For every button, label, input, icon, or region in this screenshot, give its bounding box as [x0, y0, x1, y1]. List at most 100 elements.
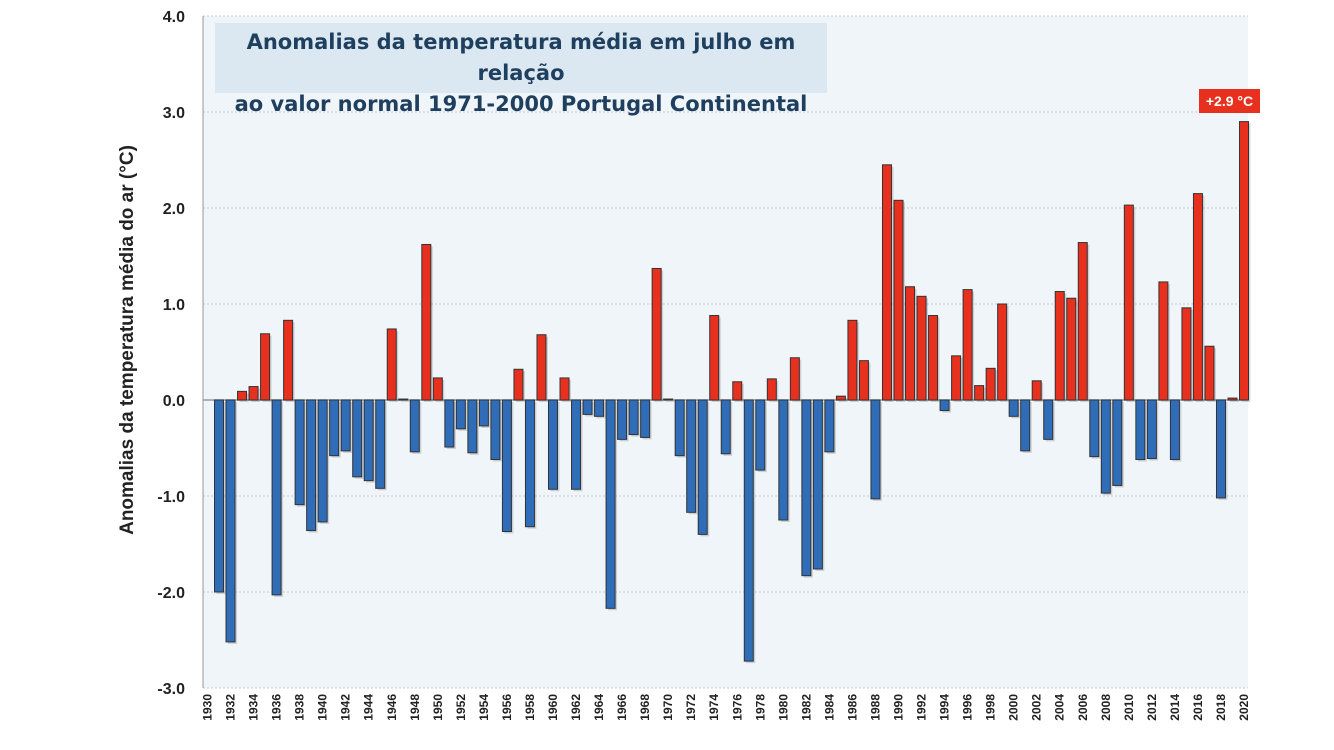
bar-1983: [812, 399, 823, 570]
bar-2002: [1031, 380, 1042, 401]
x-tick-label: 1954: [477, 694, 491, 721]
x-tick-label: 1974: [707, 694, 721, 721]
bar-1969: [651, 267, 662, 401]
x-tick-label: 2018: [1214, 694, 1228, 721]
bar-1974: [709, 315, 720, 401]
y-tick-label: -1.0: [157, 489, 185, 506]
x-tick-label: 2012: [1145, 694, 1159, 721]
x-tick-label: 1998: [984, 694, 998, 721]
bar-2004: [1054, 291, 1065, 401]
bar-1947: [398, 398, 409, 401]
bar-1995: [951, 355, 962, 401]
bar-1948: [409, 399, 420, 453]
bar-1981: [789, 357, 800, 401]
chart-title-line-2: ao valor normal 1971-2000 Portugal Conti…: [234, 92, 808, 116]
x-tick-label: 1950: [431, 694, 445, 721]
x-tick-label: 2006: [1076, 694, 1090, 721]
bar-1945: [375, 399, 386, 489]
bar-1938: [294, 399, 305, 506]
x-tick-label: 1938: [293, 694, 307, 721]
bar-1966: [617, 399, 628, 440]
bar-1941: [329, 399, 340, 457]
bar-1953: [467, 399, 478, 454]
bar-2009: [1112, 399, 1123, 486]
bar-1961: [559, 377, 570, 401]
x-tick-label: 1986: [845, 694, 859, 721]
bar-1990: [893, 199, 904, 401]
x-tick-label: 1944: [362, 694, 376, 721]
bar-1935: [260, 333, 271, 401]
x-tick-label: 1952: [454, 694, 468, 721]
bar-shadow: [400, 401, 410, 403]
x-tick-label: 1936: [270, 694, 284, 721]
y-axis-label: Anomalias da temperatura média do ar (°C…: [117, 145, 138, 535]
bar-1976: [732, 381, 743, 401]
bar-1933: [237, 390, 248, 401]
bar-1962: [571, 399, 582, 490]
bar-2016: [1192, 193, 1203, 401]
bar-1943: [352, 399, 363, 478]
bar-1982: [801, 399, 812, 577]
x-tick-label: 1930: [200, 694, 214, 721]
bar-2017: [1204, 345, 1215, 401]
x-tick-label: 2002: [1030, 694, 1044, 721]
bar-1968: [640, 399, 651, 438]
bar-1973: [697, 399, 708, 535]
x-tick-label: 1976: [730, 694, 744, 721]
bar-2018: [1215, 399, 1226, 499]
x-tick-label: 1948: [408, 694, 422, 721]
y-tick-label: 1.0: [163, 297, 185, 314]
bar-1975: [720, 399, 731, 455]
bar-shadow: [1229, 400, 1239, 402]
x-tick-label: 2020: [1237, 694, 1251, 721]
bar-1940: [317, 399, 328, 523]
bar-1967: [628, 399, 639, 436]
bar-2005: [1066, 297, 1077, 401]
x-tick-label: 1978: [753, 694, 767, 721]
bar-1951: [444, 399, 455, 448]
bar-1939: [306, 399, 317, 532]
bar-1937: [283, 319, 294, 401]
bar-1994: [939, 399, 950, 412]
x-tick-label: 1970: [661, 694, 675, 721]
x-tick-label: 1994: [938, 694, 952, 721]
bar-2008: [1100, 399, 1111, 494]
x-tick-label: 1946: [385, 694, 399, 721]
x-tick-label: 1992: [915, 694, 929, 721]
bar-2010: [1123, 204, 1134, 401]
y-tick-label: 2.0: [163, 201, 185, 218]
x-tick-label: 1964: [592, 694, 606, 721]
bar-1999: [997, 303, 1008, 401]
bar-2000: [1008, 399, 1019, 417]
bar-2015: [1181, 307, 1192, 401]
x-tick-label: 2008: [1099, 694, 1113, 721]
bar-shadow: [665, 401, 675, 403]
x-tick-label: 1966: [615, 694, 629, 721]
x-tick-label: 1962: [569, 694, 583, 721]
x-tick-label: 1932: [224, 694, 238, 721]
bar-2007: [1089, 399, 1100, 458]
bar-1956: [501, 399, 512, 533]
x-tick-label: 2010: [1122, 694, 1136, 721]
x-tick-label: 1934: [247, 694, 261, 721]
bar-2006: [1077, 242, 1088, 401]
bar-1970: [663, 398, 674, 401]
bar-1954: [478, 399, 489, 427]
bar-1964: [594, 399, 605, 417]
x-tick-label: 1942: [339, 694, 353, 721]
chart-title: Anomalias da temperatura média em julho …: [215, 23, 827, 116]
bar-1986: [847, 319, 858, 401]
y-tick-label: 0.0: [163, 393, 185, 410]
x-tick-label: 1988: [868, 694, 882, 721]
bar-2003: [1043, 399, 1054, 440]
x-tick-label: 1984: [822, 694, 836, 721]
x-tick-label: 2016: [1191, 694, 1205, 721]
bar-1985: [835, 395, 846, 401]
x-tick-label: 1968: [638, 694, 652, 721]
bar-1979: [766, 378, 777, 401]
bar-1988: [870, 399, 881, 500]
bar-1952: [455, 399, 466, 430]
bar-1996: [962, 289, 973, 401]
bar-1980: [778, 399, 789, 521]
